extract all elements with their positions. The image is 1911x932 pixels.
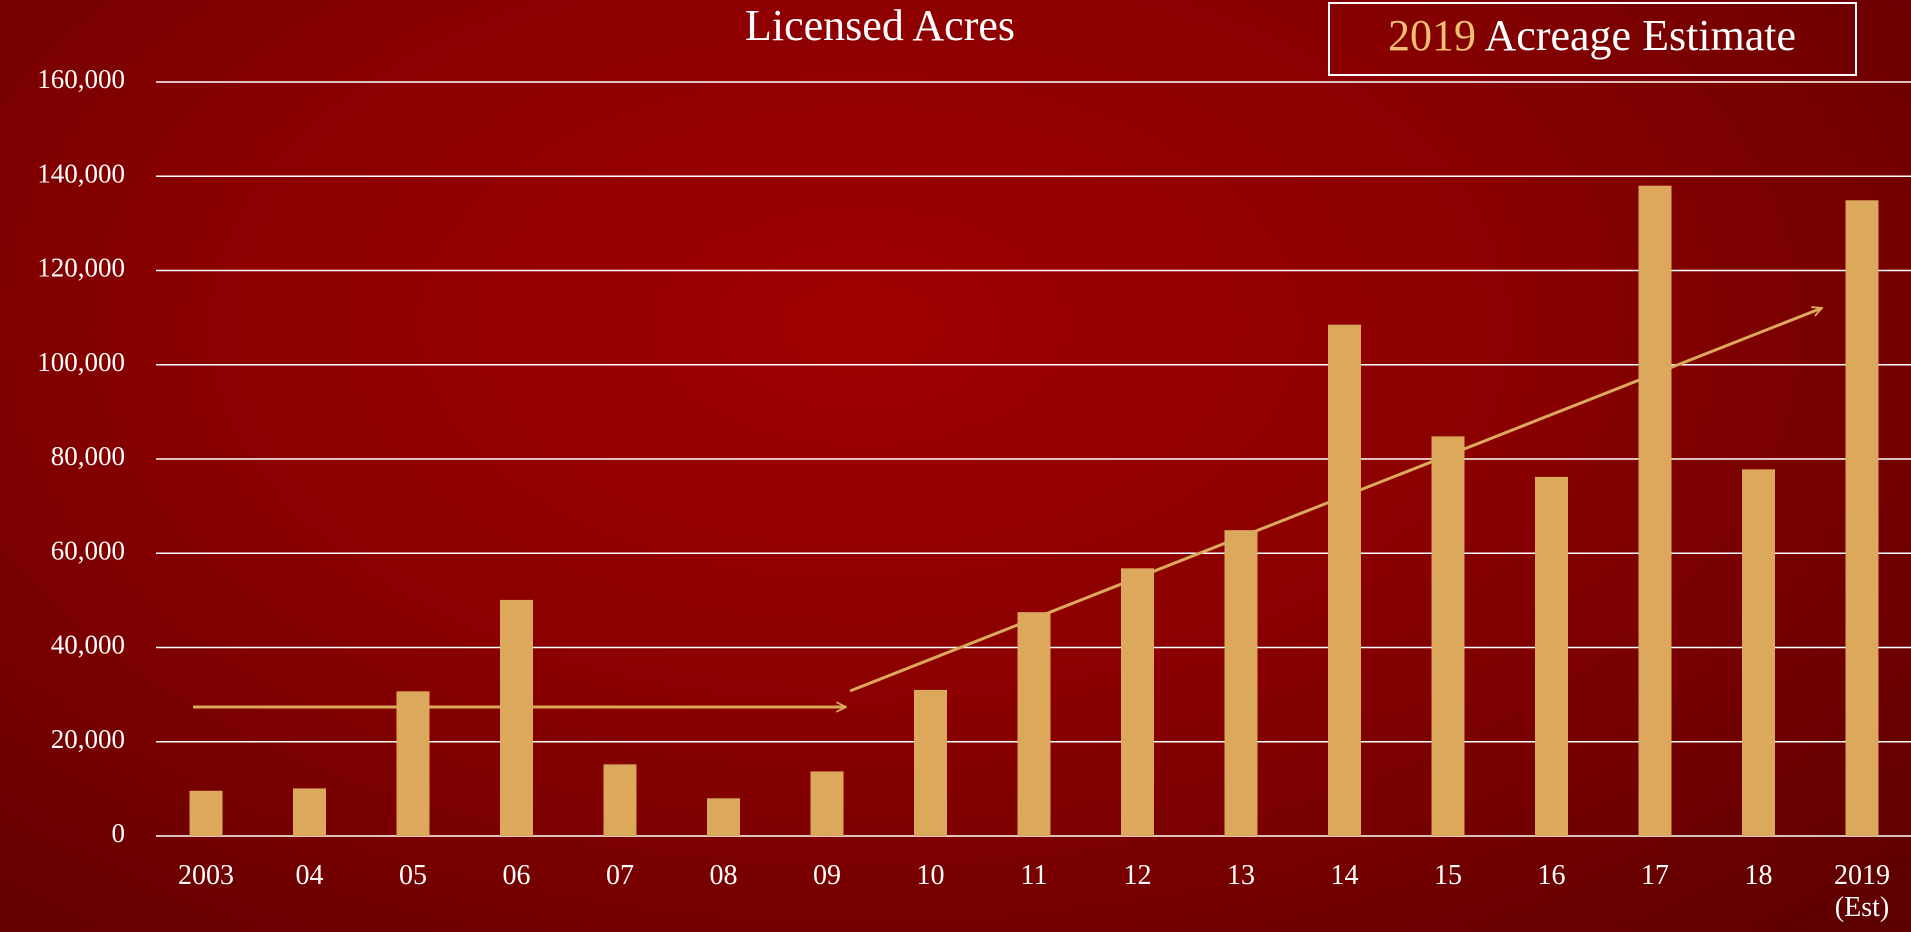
bar bbox=[189, 790, 223, 836]
x-tick-label: 07 bbox=[606, 860, 634, 891]
bar bbox=[1224, 530, 1258, 836]
bar bbox=[1742, 469, 1775, 836]
trend-arrow bbox=[849, 308, 1822, 693]
chart-title: Licensed Acres bbox=[745, 1, 1015, 50]
bar bbox=[396, 691, 430, 836]
x-tick-label: 2019 (Est) bbox=[1834, 860, 1890, 923]
bar bbox=[810, 771, 844, 836]
annotation: 2019 Acreage Estimate bbox=[1388, 11, 1796, 60]
x-tick-label: 16 bbox=[1537, 860, 1566, 891]
bar bbox=[1328, 324, 1361, 836]
bar bbox=[500, 599, 533, 836]
x-tick-label: 04 bbox=[295, 860, 324, 891]
bar bbox=[1638, 185, 1672, 837]
bars bbox=[189, 185, 1879, 837]
bar bbox=[603, 764, 637, 836]
y-tick-label: 0 bbox=[112, 818, 126, 848]
y-tick-label: 140,000 bbox=[37, 158, 125, 188]
y-tick-label: 60,000 bbox=[51, 535, 125, 565]
x-tick-label: 15 bbox=[1434, 860, 1462, 891]
y-tick-label: 160,000 bbox=[37, 64, 125, 94]
x-tick-label: 10 bbox=[916, 860, 945, 891]
y-tick-label: 120,000 bbox=[37, 253, 125, 283]
annotation-text: Acreage Estimate bbox=[1485, 11, 1797, 60]
bar bbox=[1017, 612, 1051, 836]
x-tick-label: 2003 bbox=[178, 860, 234, 891]
x-tick-label: 11 bbox=[1020, 860, 1048, 891]
bar bbox=[1535, 476, 1568, 836]
bar bbox=[293, 788, 326, 836]
x-tick-label: 08 bbox=[709, 860, 738, 891]
bar bbox=[1431, 436, 1465, 836]
x-tick-label: 06 bbox=[502, 860, 531, 891]
y-tick-label: 100,000 bbox=[37, 347, 125, 377]
y-tick-label: 20,000 bbox=[51, 724, 125, 754]
annotation-box bbox=[1328, 2, 1857, 76]
y-tick-label: 40,000 bbox=[51, 630, 125, 660]
x-tick-label: 14 bbox=[1330, 860, 1359, 891]
x-tick-label: 18 bbox=[1744, 860, 1773, 891]
x-tick-label: 12 bbox=[1123, 860, 1152, 891]
x-tick-label: 17 bbox=[1641, 860, 1669, 891]
bar bbox=[1121, 568, 1154, 836]
x-tick-label: 09 bbox=[813, 860, 841, 891]
x-tick-label: 13 bbox=[1227, 860, 1255, 891]
grid: 0 20,000 40,000 60,000 80,000 100,000 120,000 1… bbox=[37, 64, 1911, 848]
y-tick-label: 80,000 bbox=[51, 441, 125, 471]
annotation-year: 2019 bbox=[1388, 11, 1476, 60]
x-tick-label: 05 bbox=[399, 860, 427, 891]
bar bbox=[707, 798, 740, 836]
bar bbox=[914, 689, 947, 836]
bar bbox=[1845, 200, 1879, 836]
